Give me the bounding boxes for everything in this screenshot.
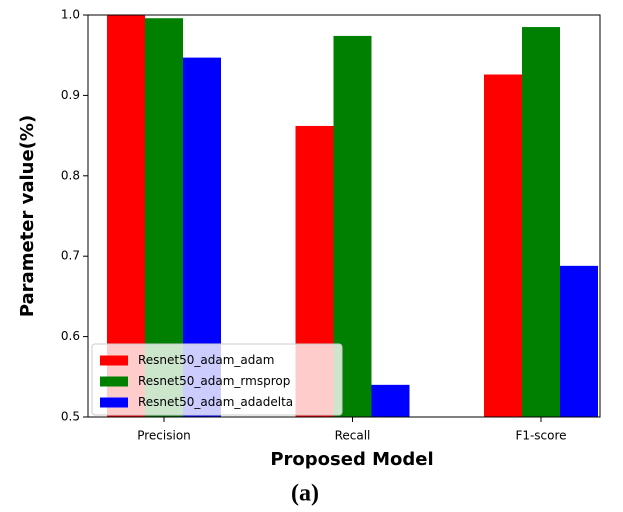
legend-label: Resnet50_adam_adadelta bbox=[138, 395, 293, 409]
legend-swatch bbox=[100, 397, 128, 408]
legend-label: Resnet50_adam_rmsprop bbox=[138, 374, 290, 388]
y-tick-label: 0.5 bbox=[61, 410, 80, 424]
legend-swatch bbox=[100, 376, 128, 387]
y-tick-label: 0.9 bbox=[61, 88, 80, 102]
y-tick-label: 0.6 bbox=[61, 329, 80, 343]
bar bbox=[560, 265, 598, 417]
x-tick-label: Precision bbox=[137, 429, 191, 443]
legend-box bbox=[91, 343, 343, 416]
y-tick-label: 0.8 bbox=[61, 168, 80, 182]
y-tick-label: 1.0 bbox=[61, 8, 80, 22]
legend-label: Resnet50_adam_adam bbox=[138, 353, 274, 367]
x-tick-label: Recall bbox=[335, 429, 371, 443]
x-tick-label: F1-score bbox=[515, 429, 566, 443]
bar bbox=[522, 27, 560, 418]
bar bbox=[371, 384, 410, 417]
legend-swatch bbox=[100, 355, 128, 366]
y-axis-label: Parameter value(%) bbox=[17, 115, 38, 317]
x-axis-label: Proposed Model bbox=[270, 449, 433, 470]
plot-frame bbox=[87, 14, 601, 418]
bar bbox=[484, 74, 522, 417]
y-tick-label: 0.7 bbox=[61, 249, 80, 263]
caption: (a) bbox=[291, 481, 319, 507]
